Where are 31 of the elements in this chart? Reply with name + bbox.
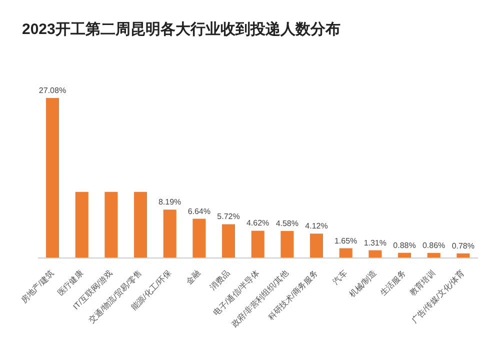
- bar: [251, 230, 264, 258]
- bar: [46, 98, 59, 258]
- x-tick-label: 金融: [184, 268, 202, 286]
- x-tick-label: 机械/制造: [348, 268, 378, 300]
- x-tick-label: 房地产/建筑: [19, 268, 56, 305]
- bar: [339, 248, 352, 258]
- data-label: 4.58%: [276, 218, 299, 228]
- chart-title: 2023开工第二周昆明各大行业收到投递人数分布: [22, 20, 340, 39]
- bar: [368, 250, 382, 258]
- x-tick-label: 生活服务: [378, 268, 408, 298]
- bar: [222, 224, 235, 258]
- bar: [75, 192, 88, 258]
- data-label: 8.19%: [158, 198, 182, 207]
- x-tick-label: 汽车: [331, 268, 349, 286]
- data-label: 1.65%: [334, 236, 358, 246]
- x-tick-label: 消费品: [208, 268, 232, 292]
- data-label: 5.72%: [217, 212, 240, 222]
- bar: [192, 218, 206, 258]
- bar: [163, 210, 176, 258]
- data-label: 27.08%: [38, 86, 66, 95]
- bar: [280, 230, 294, 258]
- data-label: 1.31%: [364, 238, 387, 248]
- bar: [104, 192, 118, 258]
- data-label: 6.64%: [188, 206, 211, 216]
- data-label: 0.88%: [393, 240, 416, 250]
- data-label: 4.12%: [305, 222, 328, 231]
- data-label: 0.86%: [422, 240, 446, 250]
- bar: [134, 192, 147, 258]
- bar: [310, 234, 323, 258]
- data-label: 4.62%: [246, 218, 270, 228]
- data-label: 0.78%: [452, 241, 475, 250]
